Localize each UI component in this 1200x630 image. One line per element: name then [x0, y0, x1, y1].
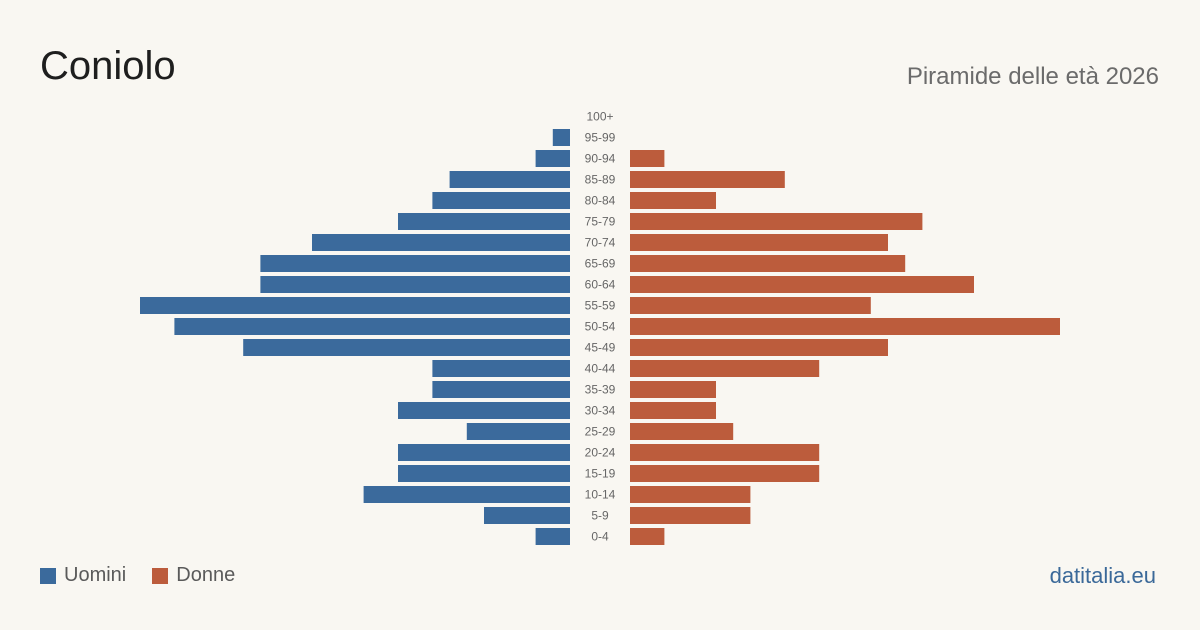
chart-subtitle: Piramide delle età 2026	[906, 63, 1159, 90]
bar-women-90-94	[630, 150, 665, 167]
age-label-50-54: 50-54	[585, 320, 616, 334]
bar-men-60-64	[260, 276, 570, 293]
bar-men-95-99	[552, 129, 570, 146]
bar-men-25-29	[466, 423, 570, 440]
bar-women-70-74	[630, 234, 888, 251]
bar-men-15-19	[398, 465, 570, 482]
bar-women-15-19	[630, 465, 820, 482]
bar-men-65-69	[260, 255, 570, 272]
bar-men-45-49	[243, 339, 570, 356]
age-label-100+: 100+	[586, 110, 613, 124]
age-label-20-24: 20-24	[585, 446, 616, 460]
age-label-95-99: 95-99	[585, 131, 616, 145]
bar-women-85-89	[630, 171, 785, 188]
bar-men-20-24	[398, 444, 570, 461]
bar-men-55-59	[140, 297, 570, 314]
bar-women-50-54	[630, 318, 1060, 335]
bar-men-90-94	[535, 150, 570, 167]
age-label-15-19: 15-19	[585, 467, 616, 481]
bar-women-25-29	[630, 423, 734, 440]
age-label-0-4: 0-4	[591, 530, 609, 544]
age-label-45-49: 45-49	[585, 341, 616, 355]
age-label-60-64: 60-64	[585, 278, 616, 292]
bar-men-50-54	[174, 318, 570, 335]
bar-men-85-89	[449, 171, 570, 188]
legend-swatch-women	[152, 567, 169, 584]
bar-men-5-9	[484, 507, 570, 524]
bar-women-55-59	[630, 297, 871, 314]
bar-women-45-49	[630, 339, 888, 356]
bar-women-75-79	[630, 213, 923, 230]
age-label-90-94: 90-94	[585, 152, 616, 166]
page-title: Coniolo	[40, 44, 176, 88]
legend-label-women: Donne	[176, 564, 236, 586]
bar-women-30-34	[630, 402, 716, 419]
legend-swatch-men	[40, 567, 56, 584]
age-label-75-79: 75-79	[585, 215, 616, 229]
legend-item-women: Donne	[152, 564, 235, 587]
age-label-30-34: 30-34	[585, 404, 616, 418]
age-label-10-14: 10-14	[585, 488, 616, 502]
bar-women-10-14	[630, 486, 751, 503]
legend: Uomini Donne	[40, 564, 261, 587]
age-label-55-59: 55-59	[585, 299, 616, 313]
age-label-70-74: 70-74	[585, 236, 616, 250]
age-label-80-84: 80-84	[585, 194, 616, 208]
age-label-65-69: 65-69	[585, 257, 616, 271]
bar-men-75-79	[398, 213, 570, 230]
bar-women-80-84	[630, 192, 716, 209]
bar-men-0-4	[535, 528, 570, 545]
bar-men-35-39	[432, 381, 570, 398]
bar-women-35-39	[630, 381, 716, 398]
bar-men-10-14	[363, 486, 570, 503]
bar-women-0-4	[630, 528, 665, 545]
bar-men-80-84	[432, 192, 570, 209]
bar-men-40-44	[432, 360, 570, 377]
bar-men-70-74	[312, 234, 570, 251]
bar-women-40-44	[630, 360, 820, 377]
bar-women-60-64	[630, 276, 974, 293]
age-label-25-29: 25-29	[585, 425, 616, 439]
age-label-85-89: 85-89	[585, 173, 616, 187]
bar-men-30-34	[398, 402, 570, 419]
age-label-40-44: 40-44	[585, 362, 616, 376]
bar-women-5-9	[630, 507, 751, 524]
bar-women-20-24	[630, 444, 820, 461]
bar-women-65-69	[630, 255, 906, 272]
age-label-5-9: 5-9	[591, 509, 609, 523]
source-link[interactable]: datitalia.eu	[1049, 563, 1156, 588]
legend-label-men: Uomini	[64, 564, 127, 586]
legend-item-men: Uomini	[40, 564, 126, 587]
age-label-35-39: 35-39	[585, 383, 616, 397]
